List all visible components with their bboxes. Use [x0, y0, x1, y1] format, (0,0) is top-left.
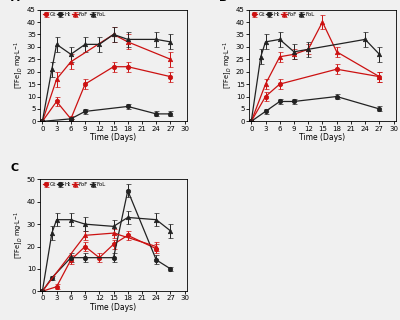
Y-axis label: [TFe]$_D$ mg$\cdot$L$^{-1}$: [TFe]$_D$ mg$\cdot$L$^{-1}$ — [13, 211, 26, 259]
Y-axis label: [TFe]$_D$ mg$\cdot$L$^{-1}$: [TFe]$_D$ mg$\cdot$L$^{-1}$ — [222, 42, 234, 90]
Legend: Gt, Ht, FoF, FoL: Gt, Ht, FoF, FoL — [252, 12, 314, 17]
X-axis label: Time (Days): Time (Days) — [90, 303, 137, 312]
Text: B: B — [220, 0, 228, 3]
Legend: Gt, Ht, FoF, FoL: Gt, Ht, FoF, FoL — [43, 182, 106, 187]
X-axis label: Time (Days): Time (Days) — [90, 133, 137, 142]
Legend: Gt, Ht, FoF, FoL: Gt, Ht, FoF, FoL — [43, 12, 106, 17]
Text: A: A — [10, 0, 19, 3]
Text: C: C — [10, 163, 19, 173]
X-axis label: Time (Days): Time (Days) — [299, 133, 346, 142]
Y-axis label: [TFe]$_D$ mg$\cdot$L$^{-1}$: [TFe]$_D$ mg$\cdot$L$^{-1}$ — [13, 42, 26, 90]
